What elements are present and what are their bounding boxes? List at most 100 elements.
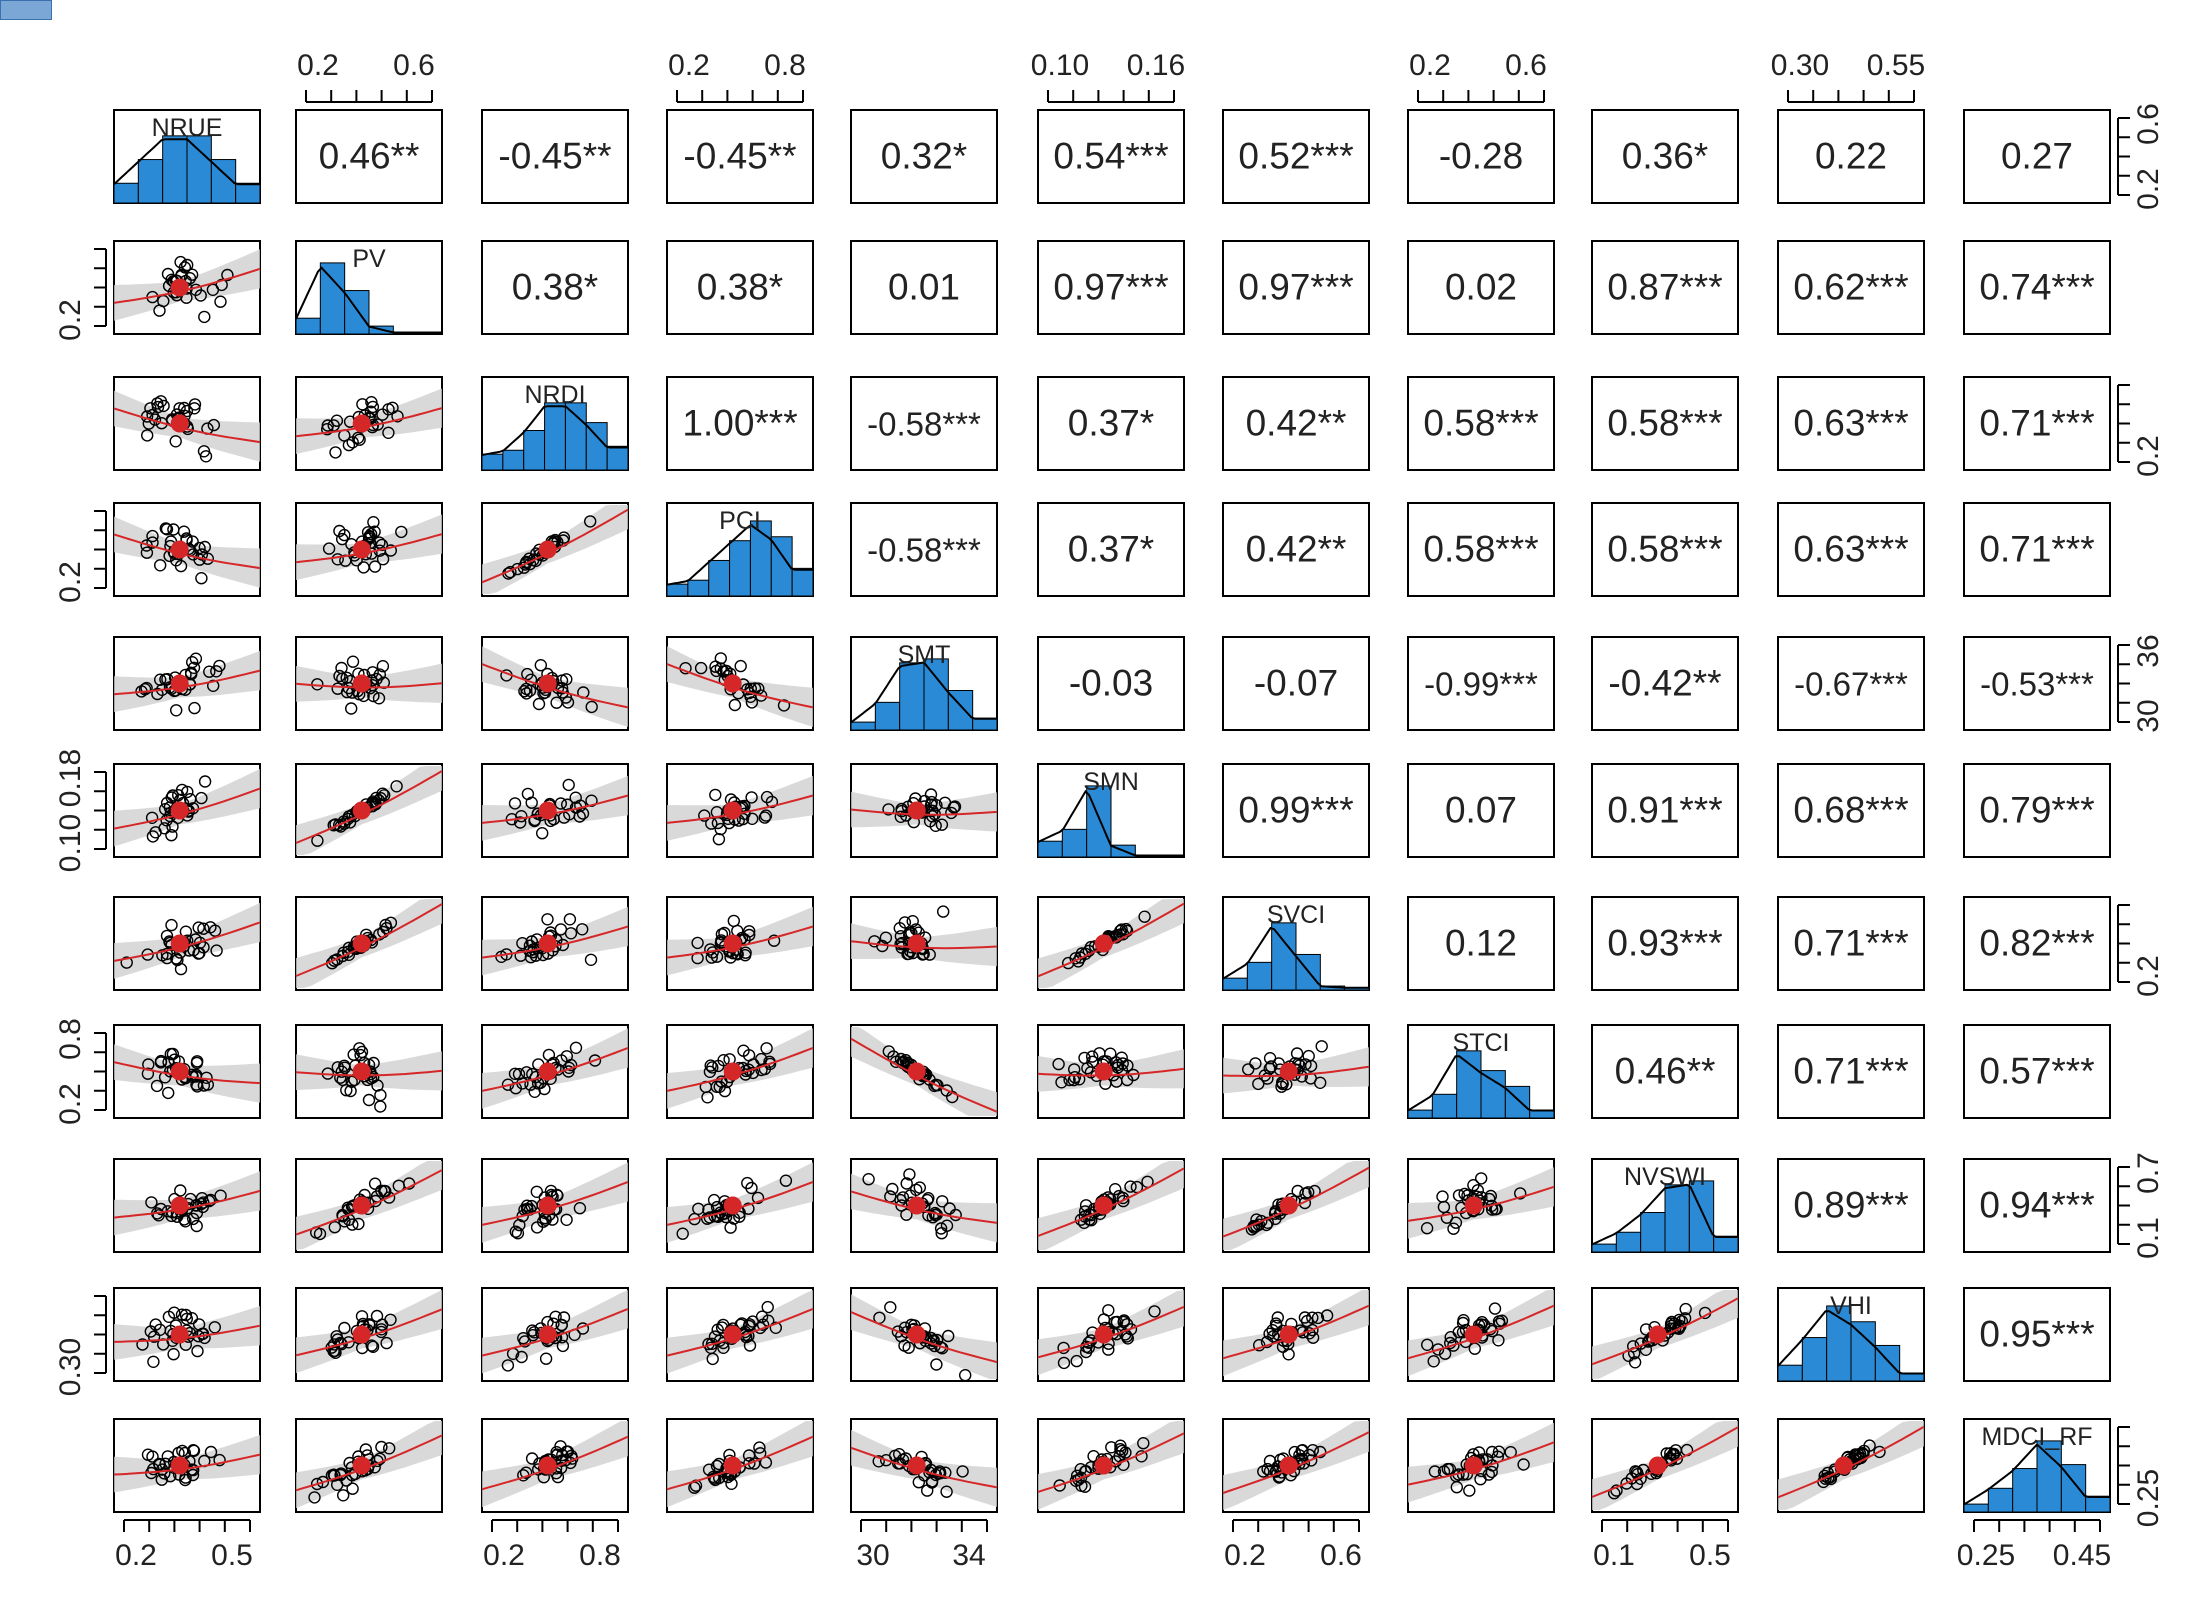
scatter-point bbox=[180, 258, 194, 272]
mean-point bbox=[352, 414, 371, 433]
scatter-point bbox=[528, 814, 541, 828]
tick-label: 0.18 bbox=[54, 749, 87, 807]
scatter-point bbox=[742, 1319, 756, 1333]
scatter-point bbox=[1457, 1313, 1470, 1327]
scatter-point bbox=[165, 791, 178, 804]
correlation-value: 0.02 bbox=[1445, 267, 1517, 308]
scatter-point bbox=[337, 815, 350, 828]
panel-10-1 bbox=[295, 1418, 443, 1513]
scatter-point bbox=[1443, 1336, 1457, 1350]
scatter-point bbox=[524, 951, 538, 964]
tick-label: 0.1 bbox=[1593, 1539, 1635, 1572]
panel-10-2 bbox=[481, 1418, 629, 1513]
scatter-point bbox=[180, 1312, 194, 1326]
scatter-point bbox=[316, 1475, 330, 1489]
scatter-point bbox=[694, 661, 708, 675]
panel-7-2 bbox=[481, 1024, 629, 1119]
mean-point bbox=[1279, 1062, 1298, 1081]
hist-bar bbox=[2085, 1495, 2111, 1513]
panel-7-3 bbox=[666, 1024, 814, 1119]
scatter-point bbox=[145, 1196, 158, 1209]
mean-point bbox=[907, 1196, 926, 1215]
loess-line bbox=[113, 533, 261, 570]
panel-1-9: 0.62*** bbox=[1777, 240, 1925, 335]
tick-label: 0.7 bbox=[2132, 1152, 2165, 1194]
scatter-point bbox=[384, 1313, 397, 1327]
tick-label: 0.55 bbox=[1867, 49, 1925, 82]
correlation-value: 0.74*** bbox=[1979, 267, 2094, 308]
panel-3-9: 0.63*** bbox=[1777, 502, 1925, 597]
scatter-point bbox=[1441, 1462, 1455, 1476]
scatter-point bbox=[363, 531, 376, 544]
scatter-point bbox=[1660, 1447, 1673, 1460]
panel-0-0: NRUE bbox=[113, 109, 261, 204]
scatter-point bbox=[1057, 1356, 1071, 1370]
loess-line bbox=[850, 1190, 998, 1224]
scatter-point bbox=[526, 1324, 539, 1337]
tick-label: 36 bbox=[2132, 634, 2165, 667]
left-axis-7: 0.2 0.8 bbox=[54, 1018, 107, 1125]
mean-point bbox=[538, 540, 557, 559]
scatter-point bbox=[896, 1191, 910, 1204]
scatter-point bbox=[342, 438, 356, 452]
scatter-point bbox=[338, 1061, 351, 1074]
hist-bar bbox=[770, 536, 793, 597]
hist-bar bbox=[1407, 1109, 1433, 1119]
correlation-value: -0.42** bbox=[1608, 663, 1721, 704]
scatter-point bbox=[204, 921, 217, 934]
scatter-point bbox=[368, 1177, 382, 1190]
scatter-point bbox=[495, 950, 508, 963]
panel-frame bbox=[1591, 240, 1739, 335]
panel-5-8: 0.91*** bbox=[1591, 763, 1739, 858]
scatter-point bbox=[198, 310, 211, 324]
panel-frame bbox=[1037, 636, 1185, 731]
hist-bar bbox=[606, 445, 629, 471]
scatter-point bbox=[362, 1093, 376, 1107]
scatter-point bbox=[745, 696, 759, 709]
scatter-point bbox=[136, 1338, 149, 1351]
panel-frame bbox=[1963, 636, 2111, 731]
correlation-value: -0.67*** bbox=[1794, 666, 1908, 703]
scatter-point bbox=[145, 811, 159, 824]
scatter-point bbox=[361, 526, 375, 539]
mean-point bbox=[1648, 1456, 1667, 1475]
panel-5-3 bbox=[666, 763, 814, 858]
panel-8-6 bbox=[1222, 1158, 1370, 1253]
panel-6-4 bbox=[850, 896, 998, 991]
scatter-point bbox=[353, 1042, 366, 1055]
scatter-point bbox=[346, 655, 360, 668]
panel-3-1 bbox=[295, 502, 443, 597]
hist-bar bbox=[544, 402, 566, 471]
hist-bar bbox=[523, 430, 546, 471]
scatter-point bbox=[177, 401, 191, 415]
scatter-point bbox=[1081, 1061, 1094, 1075]
scatter-point bbox=[158, 803, 172, 816]
scatter-point bbox=[171, 789, 185, 802]
tick-label: 0.2 bbox=[297, 49, 339, 82]
panel-frame bbox=[1963, 376, 2111, 471]
panel-2-5: 0.37* bbox=[1037, 376, 1185, 471]
panel-frame bbox=[1591, 636, 1739, 731]
scatter-point bbox=[1474, 1472, 1487, 1486]
loess-line bbox=[113, 407, 261, 444]
panel-5-4 bbox=[850, 763, 998, 858]
scatter-point bbox=[898, 916, 912, 929]
scatter-point bbox=[704, 943, 717, 956]
hist-bar bbox=[1640, 1212, 1666, 1253]
scatter-point bbox=[177, 525, 191, 538]
scatter-point bbox=[1102, 1343, 1115, 1356]
tick-label: 0.10 bbox=[1031, 49, 1089, 82]
scatter-point bbox=[508, 1067, 522, 1081]
panel-1-1: PV bbox=[295, 240, 443, 335]
scatter-point bbox=[158, 1467, 171, 1480]
scatter-point bbox=[213, 1453, 226, 1467]
panel-1-3: 0.38* bbox=[666, 240, 814, 335]
panel-8-9: 0.89*** bbox=[1777, 1158, 1925, 1253]
scatter-point bbox=[708, 1472, 721, 1485]
scatter-point bbox=[584, 515, 597, 528]
scatter-point bbox=[165, 829, 178, 842]
bottom-axis-10: 0.25 0.45 bbox=[1957, 1519, 2111, 1572]
scatter-point bbox=[913, 1181, 926, 1194]
scatter-point bbox=[165, 918, 178, 932]
correlation-value: 0.42** bbox=[1246, 529, 1347, 570]
